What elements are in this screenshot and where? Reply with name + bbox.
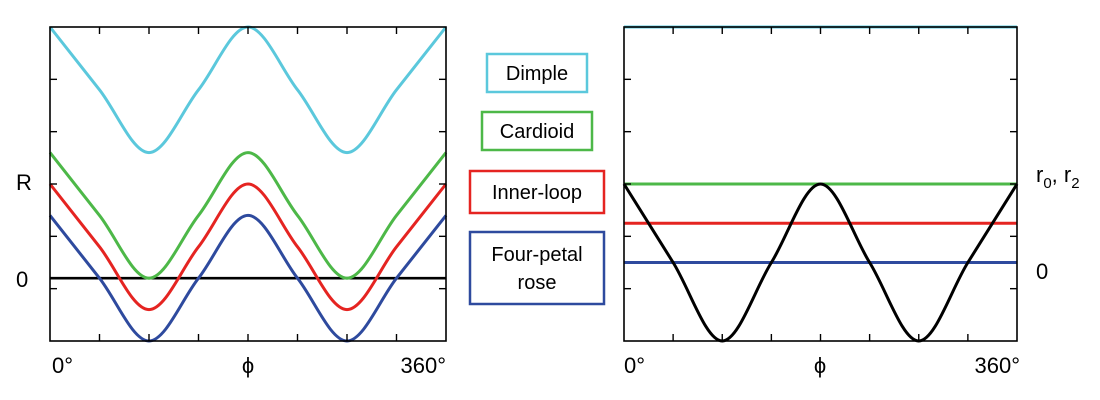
right-ylabel-sub2: 2 <box>1071 175 1079 192</box>
right-x-tick-label-0: 0° <box>624 353 645 378</box>
legend-box-inner-loop <box>468 169 606 215</box>
left-series-dimple-line <box>48 25 448 155</box>
left-tick-marks <box>50 27 446 341</box>
left-y-tick-label-0: 0 <box>16 267 28 292</box>
left-x-tick-label-1: 360° <box>400 353 446 378</box>
left-ylabel: R <box>16 170 32 195</box>
right-xlabel: ϕ <box>814 353 826 378</box>
left-series-group <box>48 25 448 343</box>
legend-label-rose: rose <box>518 272 557 294</box>
legend-box-dimple <box>485 52 589 94</box>
left-series-four-petal-rose-line <box>48 213 448 343</box>
legend-item-cardioid: Cardioid <box>480 110 594 152</box>
right-series-group <box>622 25 1019 343</box>
right-ylabel-sub0: 0 <box>1043 175 1051 192</box>
legend-item-dimple: Dimple <box>485 52 589 94</box>
legend-label-inner-loop: Inner-loop <box>492 182 582 204</box>
right-ylabel-r2: r <box>1064 162 1071 187</box>
right-series-black-cosine-line <box>622 182 1019 343</box>
right-x-tick-label-1: 360° <box>974 353 1020 378</box>
legend-label-four-petal: Four-petal <box>491 244 582 266</box>
legend: Dimple Cardioid Inner-loop Four-petal ro… <box>468 52 606 306</box>
left-series-cardioid-line <box>48 151 448 280</box>
legend-box-cardioid <box>480 110 594 152</box>
right-ylabel-sep: , <box>1052 162 1064 187</box>
left-xlabel: ϕ <box>242 353 254 378</box>
right-ylabel: r0, r2 <box>1036 162 1080 192</box>
left-x-tick-label-0: 0° <box>52 353 73 378</box>
right-y-tick-label-0: 0 <box>1036 259 1048 284</box>
right-tick-marks <box>624 27 1017 341</box>
left-chart-panel: R 0 0° ϕ 360° <box>16 25 448 378</box>
legend-label-cardioid: Cardioid <box>500 121 574 143</box>
legend-item-inner-loop: Inner-loop <box>468 169 606 215</box>
left-series-inner-loop-line <box>48 182 448 312</box>
legend-box-four-petal-rose <box>468 230 606 306</box>
right-ylabel-r0: r <box>1036 162 1043 187</box>
legend-label-dimple: Dimple <box>506 63 568 85</box>
legend-item-four-petal-rose: Four-petal rose <box>468 230 606 306</box>
right-chart-panel: r0, r2 0 0° ϕ 360° <box>622 25 1080 378</box>
